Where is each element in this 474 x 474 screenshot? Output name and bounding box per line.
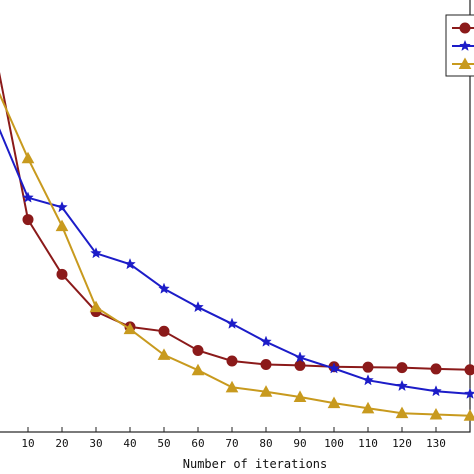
series-3-point-50	[157, 348, 171, 360]
series-2-point-10	[22, 191, 34, 203]
series-1-point-140	[464, 364, 474, 376]
series-2-point-100	[328, 362, 340, 374]
x-tick-label-70: 70	[225, 437, 238, 450]
series-group	[0, 71, 474, 421]
series-3-point-110	[361, 401, 375, 414]
series-1-point-70	[226, 355, 238, 367]
series-2-point-80	[260, 335, 272, 347]
series-2-point-90	[294, 351, 306, 363]
series-1-point-90	[294, 359, 306, 371]
series-2	[0, 128, 474, 399]
series-3-point-130	[429, 407, 443, 420]
series-2-point-40	[124, 257, 136, 270]
series-2-point-130	[430, 385, 442, 397]
series-1-point-130	[430, 363, 442, 375]
series-3-point-140	[463, 409, 474, 421]
x-tick-label-120: 120	[392, 437, 412, 450]
x-tick-label-100: 100	[324, 437, 344, 450]
series-1-line	[0, 71, 471, 371]
series-2-point-120	[396, 379, 408, 392]
series-2-point-50	[158, 282, 170, 294]
series-3-point-80	[259, 385, 273, 397]
series-3-point-90	[293, 390, 307, 402]
legend-marker-2	[459, 39, 471, 51]
series-1-point-10	[22, 214, 34, 226]
series-3-point-10	[21, 151, 35, 164]
x-tick-label-50: 50	[157, 437, 170, 450]
series-3-point-100	[327, 396, 341, 409]
x-tick-label-90: 90	[293, 437, 306, 450]
series-1	[0, 71, 474, 376]
series-3-point-120	[395, 406, 409, 419]
x-tick-label-80: 80	[259, 437, 272, 450]
series-3-point-40	[123, 322, 137, 335]
x-axis-label: Number of iterations	[183, 457, 328, 471]
x-tick-label-40: 40	[123, 437, 136, 450]
x-tick-label-20: 20	[55, 437, 68, 450]
legend-marker-1	[459, 22, 471, 34]
legend	[445, 14, 474, 77]
series-2-line	[0, 128, 471, 395]
series-2-point-140	[464, 387, 474, 399]
x-tick-label-110: 110	[358, 437, 378, 450]
legend-marker-3	[458, 57, 472, 69]
series-2-point-110	[362, 374, 374, 386]
series-1-point-120	[396, 362, 408, 374]
series-1-point-60	[192, 345, 204, 357]
x-tick-label-10: 10	[21, 437, 34, 450]
x-tick-label-30: 30	[89, 437, 102, 450]
series-1-point-50	[158, 325, 170, 337]
axes: 10 20 30 40 50 60 70 80 90 100 110 120 130	[0, 0, 471, 450]
series-1-point-110	[362, 361, 374, 373]
series-2-point-20	[56, 201, 68, 213]
series-3	[0, 85, 474, 421]
series-2-point-30	[90, 247, 102, 259]
series-2-point-60	[192, 301, 204, 313]
series-1-point-20	[56, 268, 68, 280]
series-1-point-80	[260, 359, 272, 371]
series-3-point-30	[89, 300, 103, 313]
series-3-point-70	[225, 380, 239, 393]
series-3-point-20	[55, 219, 69, 232]
series-2-point-70	[226, 317, 238, 329]
x-tick-label-130: 130	[426, 437, 446, 450]
series-3-point-60	[191, 363, 205, 376]
x-tick-label-60: 60	[191, 437, 204, 450]
